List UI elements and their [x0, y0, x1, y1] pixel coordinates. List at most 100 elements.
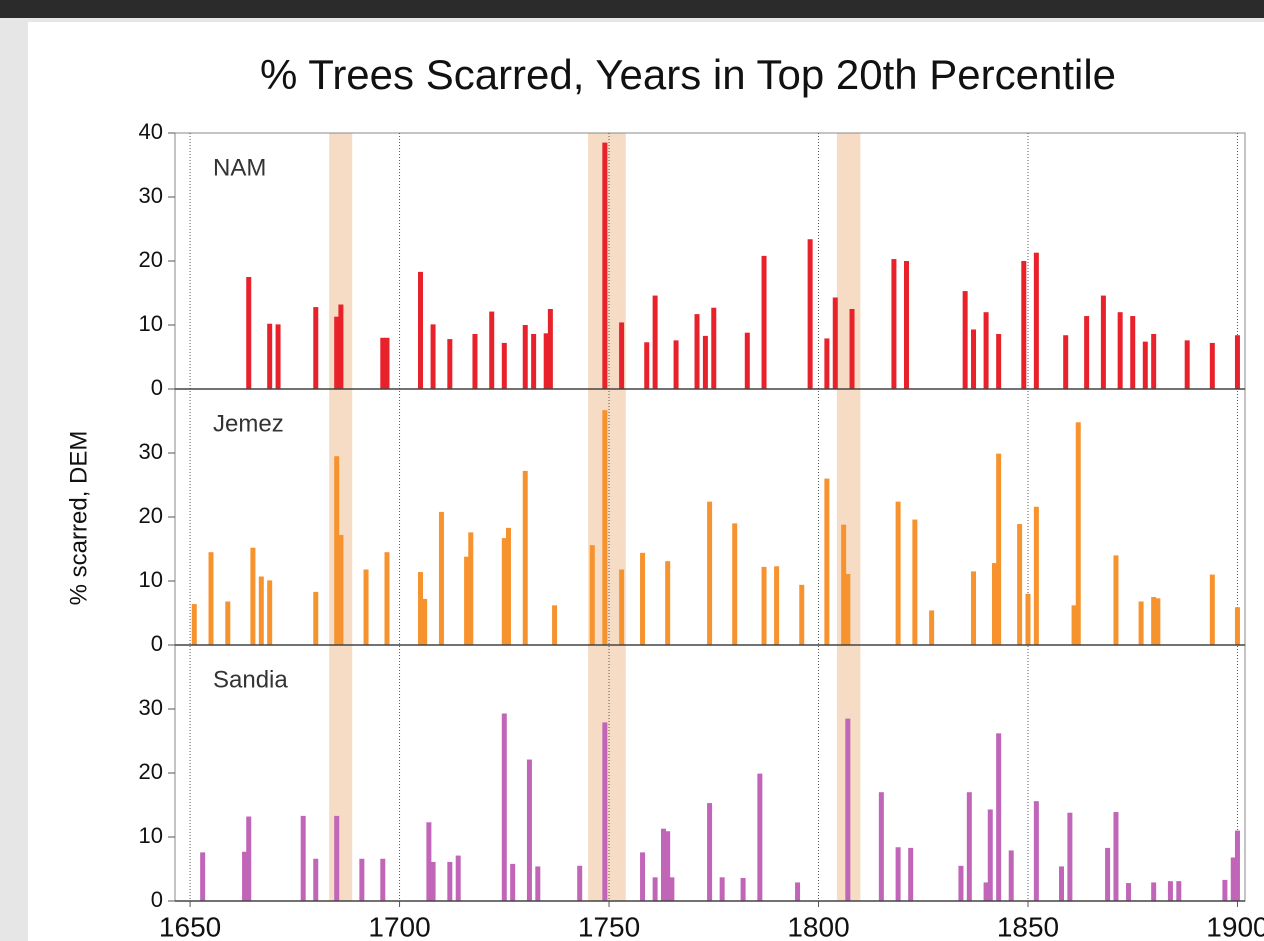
bar: [577, 865, 583, 901]
bar: [447, 861, 453, 901]
bar: [774, 566, 780, 645]
bar: [363, 569, 369, 645]
bar: [418, 271, 424, 389]
bar: [1025, 593, 1031, 645]
bar: [845, 718, 851, 901]
bar: [673, 340, 679, 389]
bar: [1084, 316, 1090, 389]
bar: [334, 316, 340, 389]
bar: [908, 847, 914, 901]
bar: [719, 877, 725, 901]
bar: [996, 453, 1002, 645]
bar: [468, 532, 474, 645]
bar: [1234, 607, 1240, 645]
bar: [732, 523, 738, 645]
bar: [359, 858, 365, 901]
bar: [903, 261, 909, 389]
bar: [313, 307, 319, 389]
bar: [1151, 333, 1157, 389]
bar: [430, 324, 436, 389]
bar: [996, 733, 1002, 901]
bar: [799, 584, 805, 645]
bar: [1230, 857, 1236, 901]
bar: [338, 304, 344, 389]
bar: [380, 337, 386, 389]
bar: [489, 311, 495, 389]
bar: [1130, 316, 1136, 389]
y-tick-label: 40: [139, 119, 163, 144]
bar: [1113, 812, 1119, 901]
bar: [849, 309, 855, 389]
bar: [510, 863, 516, 901]
bar: [438, 511, 444, 645]
bar: [430, 861, 436, 901]
bar: [962, 291, 968, 389]
y-tick-label: 10: [139, 567, 163, 592]
bar: [242, 851, 248, 901]
bar: [1063, 335, 1069, 389]
bar: [640, 552, 646, 645]
bar: [644, 342, 650, 389]
y-tick-label: 0: [151, 631, 163, 656]
bar: [895, 847, 901, 901]
chart-panel: [28, 22, 1264, 941]
bar: [1167, 881, 1173, 901]
bar: [740, 877, 746, 901]
bar: [334, 456, 340, 645]
bar: [971, 571, 977, 645]
bar: [991, 563, 997, 645]
highlight-span: [329, 133, 353, 901]
bar: [422, 598, 428, 645]
x-tick-label: 1850: [997, 911, 1059, 941]
bar: [1071, 605, 1077, 645]
bar: [455, 855, 461, 901]
bar: [602, 722, 608, 901]
bar: [987, 809, 993, 901]
bar: [807, 239, 813, 389]
bar: [1117, 312, 1123, 389]
bar: [1075, 422, 1081, 645]
bar: [983, 312, 989, 389]
bar: [522, 325, 528, 389]
bar: [652, 877, 658, 901]
bar: [996, 333, 1002, 389]
bar: [258, 576, 264, 645]
bar: [694, 314, 700, 389]
x-tick-label: 1650: [159, 911, 221, 941]
bar: [669, 877, 675, 901]
bar: [824, 478, 830, 645]
bar: [1033, 506, 1039, 645]
bar: [1155, 598, 1161, 645]
bar: [1033, 801, 1039, 901]
bar: [531, 333, 537, 389]
y-tick-label: 10: [139, 823, 163, 848]
bar: [652, 295, 658, 389]
bar: [1222, 879, 1228, 901]
x-tick-label: 1700: [368, 911, 430, 941]
bar: [267, 323, 273, 389]
y-tick-label: 30: [139, 439, 163, 464]
bar: [426, 822, 432, 901]
bar: [250, 547, 256, 645]
bar: [380, 858, 386, 901]
x-tick-label: 1800: [787, 911, 849, 941]
bar: [1008, 850, 1014, 901]
bar: [418, 572, 424, 645]
bar: [1105, 847, 1111, 901]
bar: [1209, 574, 1215, 645]
y-tick-label: 20: [139, 247, 163, 272]
bar: [275, 324, 281, 389]
bar: [640, 852, 646, 901]
bar: [1142, 341, 1148, 389]
bar: [246, 277, 252, 389]
bar: [208, 552, 214, 645]
bar: [501, 538, 507, 645]
bar: [602, 410, 608, 645]
bar: [1234, 335, 1240, 389]
bar: [384, 552, 390, 645]
bar: [1176, 881, 1182, 901]
bar: [535, 866, 541, 901]
bar: [1058, 866, 1064, 901]
bar: [1126, 883, 1132, 901]
